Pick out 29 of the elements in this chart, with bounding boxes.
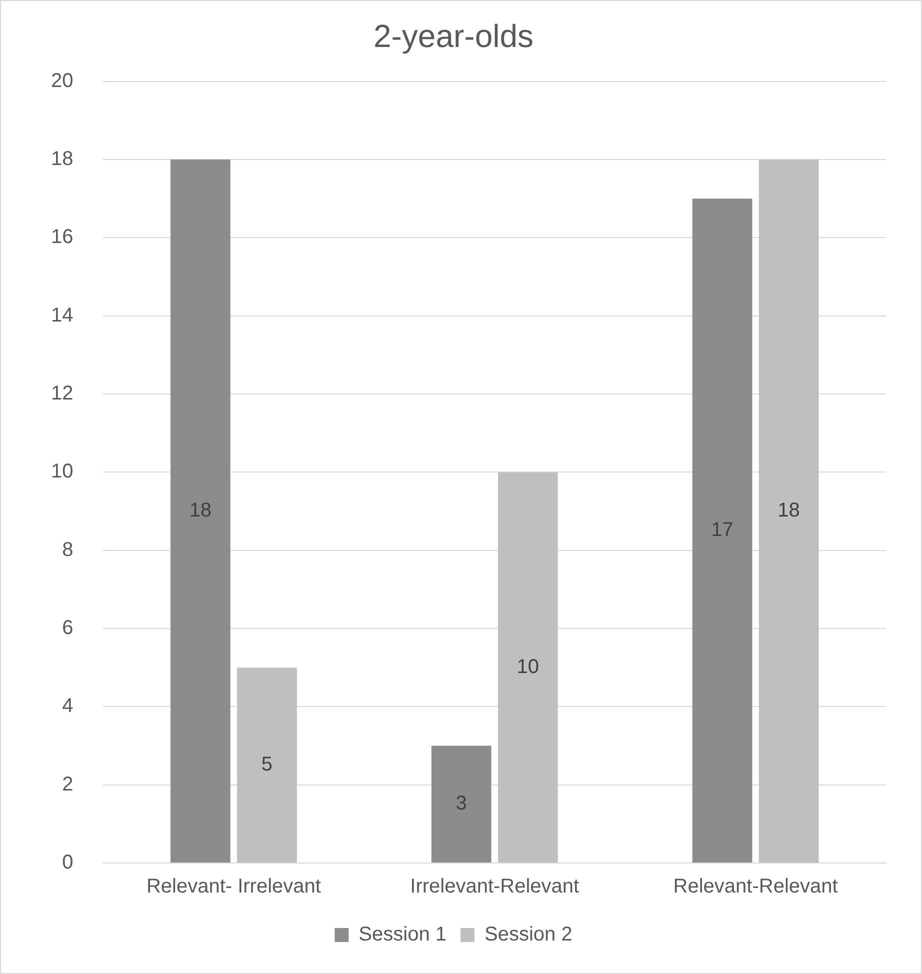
y-tick-label: 14	[50, 304, 74, 326]
data-label: 3	[456, 792, 467, 815]
legend-label: Session 2	[484, 924, 572, 946]
data-label: 18	[778, 500, 800, 522]
y-tick-label: 18	[50, 148, 74, 170]
x-tick-label: Relevant-Relevant	[673, 876, 838, 898]
y-tick-label: 12	[50, 382, 74, 405]
bar	[170, 160, 230, 862]
y-tick-label: 20	[50, 70, 74, 92]
bar	[692, 198, 752, 862]
y-tick-label: 2	[62, 773, 74, 796]
y-tick-label: 4	[62, 695, 74, 718]
y-tick-label: 10	[50, 460, 74, 483]
chart-title: 2-year-olds	[373, 18, 534, 54]
x-tick-label: Irrelevant-Relevant	[410, 876, 580, 898]
bar	[498, 472, 558, 862]
y-tick-label: 6	[62, 617, 74, 640]
data-label: 18	[189, 500, 212, 522]
legend-label: Session 1	[358, 924, 447, 946]
data-label: 5	[261, 754, 273, 776]
x-tick-label: Relevant- Irrelevant	[146, 876, 322, 898]
bar	[237, 668, 297, 862]
bar	[758, 160, 819, 862]
y-tick-label: 0	[62, 852, 74, 874]
y-tick-label: 8	[62, 538, 74, 561]
data-label: 10	[516, 656, 540, 678]
y-tick-label: 16	[50, 226, 74, 248]
data-label: 17	[711, 519, 734, 542]
bar	[431, 746, 492, 862]
